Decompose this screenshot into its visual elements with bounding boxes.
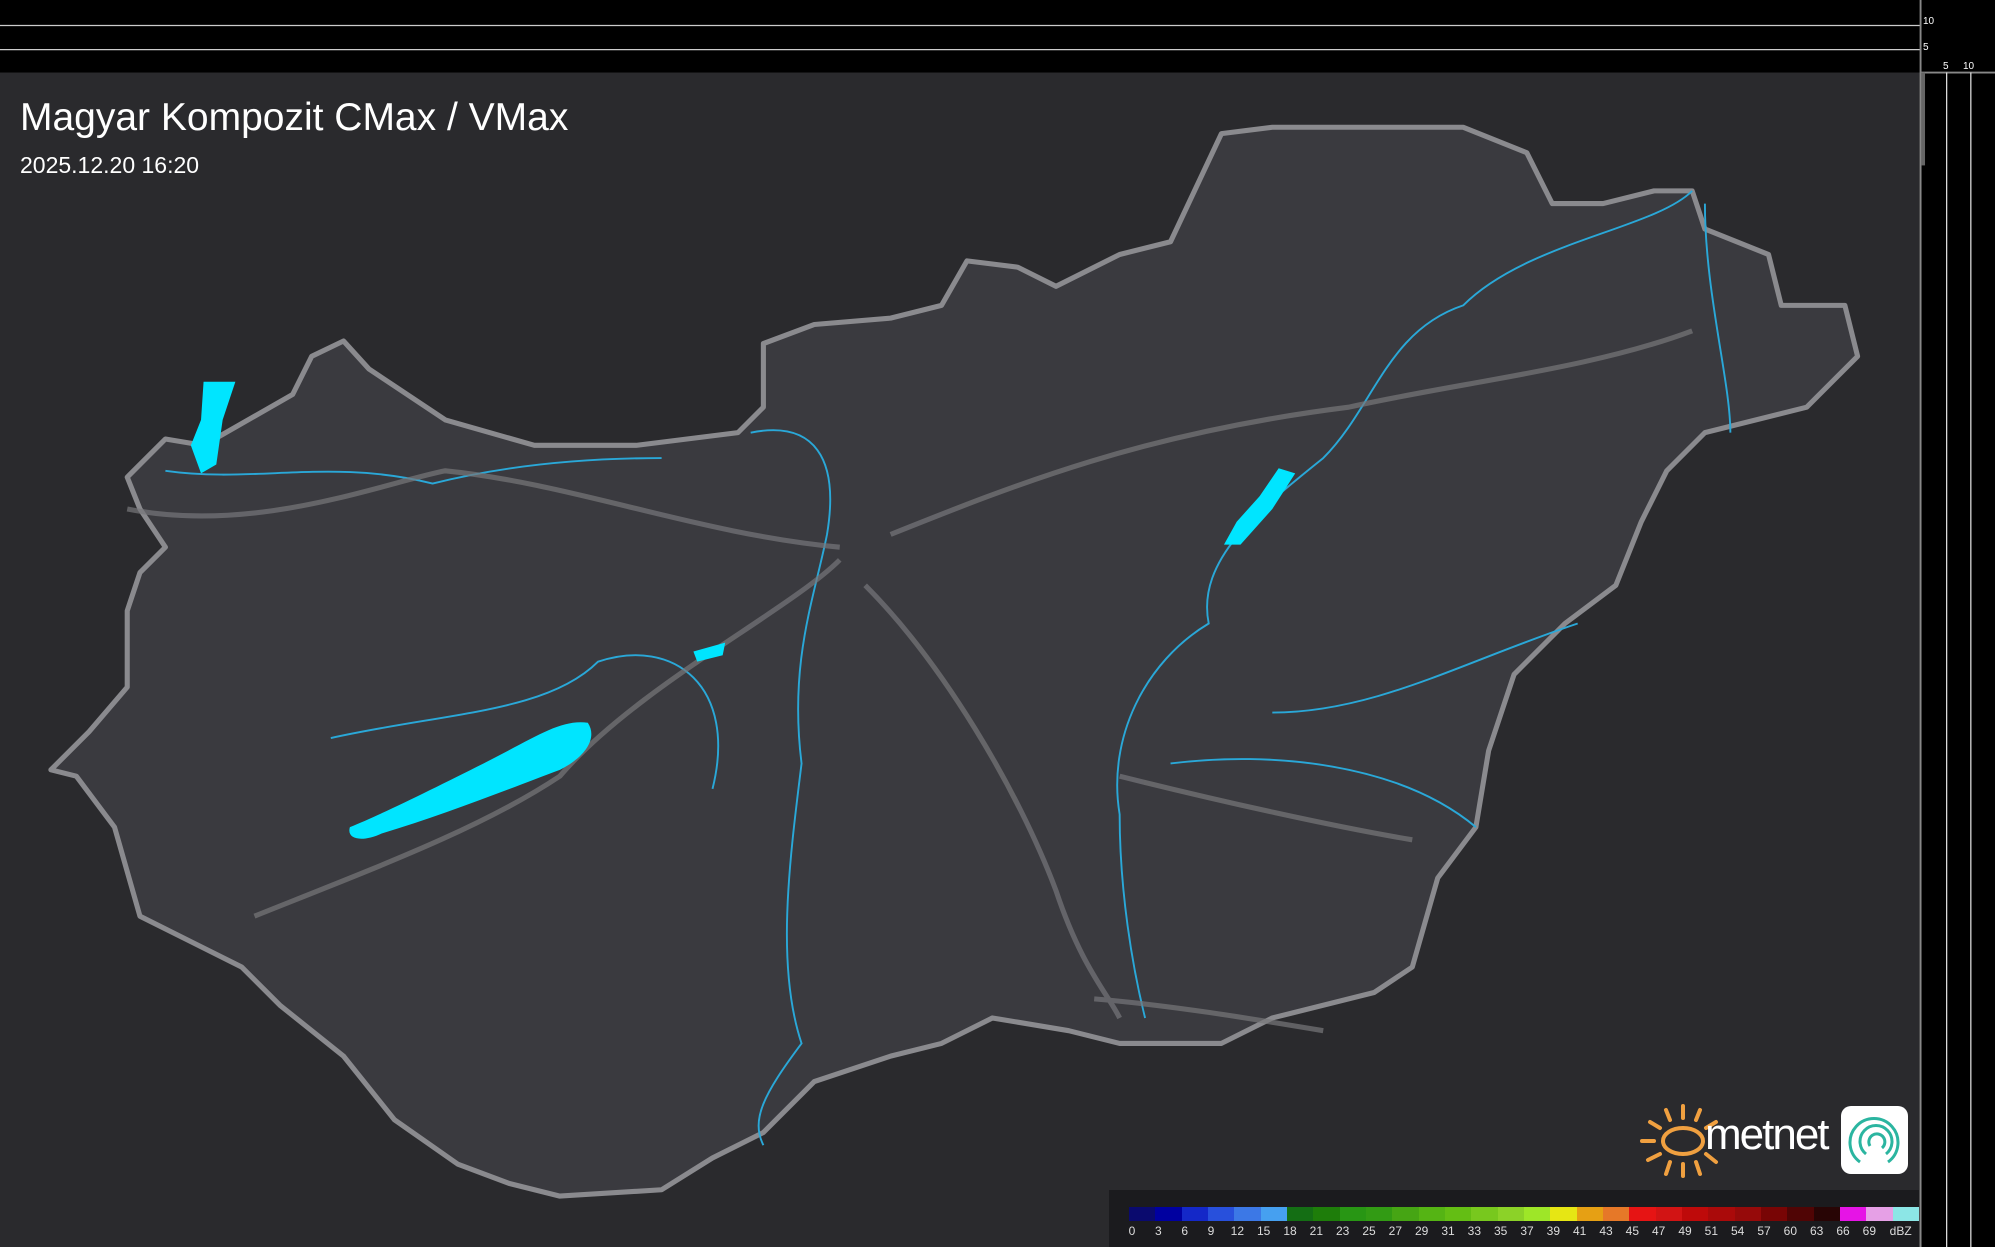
legend-label: 27 (1388, 1224, 1403, 1238)
legend-swatch (1497, 1207, 1524, 1221)
legend-swatch (1234, 1207, 1261, 1221)
top-strip (0, 0, 1995, 73)
metnet-logo (1638, 1104, 1908, 1184)
legend-swatch (1207, 1207, 1235, 1221)
lake-tisza (1223, 468, 1296, 545)
legend-swatch (1576, 1207, 1603, 1221)
legend-label: 21 (1309, 1224, 1324, 1238)
lake-velence (693, 642, 726, 662)
map-title: Magyar Kompozit CMax / VMax (20, 96, 569, 139)
legend-label: 37 (1520, 1224, 1534, 1238)
legend-label: 66 (1836, 1224, 1850, 1238)
legend-swatch (1760, 1207, 1788, 1221)
legend-swatch (1602, 1207, 1630, 1221)
legend-label: 63 (1809, 1224, 1824, 1238)
legend-label: 9 (1207, 1224, 1215, 1238)
legend-label: 18 (1283, 1224, 1297, 1238)
scale-label-v5: 5 (1923, 42, 1929, 53)
legend-label: 33 (1467, 1224, 1482, 1238)
legend-label: 60 (1783, 1224, 1798, 1238)
legend-swatch (1681, 1207, 1709, 1221)
legend-labels: 0 3 6 9 12 15 18 21 23 25 27 29 31 33 35 37 39 41 43 45 47 49… (1129, 1224, 1929, 1240)
legend-label: 57 (1757, 1224, 1771, 1238)
legend-swatch (1392, 1207, 1419, 1221)
legend-label: 25 (1362, 1224, 1376, 1238)
legend-colorbar (1129, 1207, 1919, 1221)
legend-label: 3 (1154, 1224, 1162, 1238)
legend-label: 0 (1128, 1224, 1136, 1238)
legend-label: 6 (1181, 1224, 1188, 1238)
legend-label: 51 (1704, 1224, 1719, 1238)
legend-label: 45 (1625, 1224, 1640, 1238)
legend-swatch (1260, 1207, 1287, 1221)
legend-label: 35 (1493, 1224, 1508, 1238)
legend-swatch (1813, 1207, 1840, 1221)
legend-label: 47 (1651, 1224, 1666, 1238)
legend-label: 12 (1230, 1224, 1245, 1238)
lake-balaton (349, 722, 592, 839)
legend-label: 41 (1572, 1224, 1587, 1238)
legend-swatch (1892, 1207, 1919, 1221)
scale-label-h10: 10 (1963, 61, 1975, 72)
legend-swatch (1655, 1207, 1682, 1221)
legend-swatch (1629, 1207, 1656, 1221)
legend-swatch (1866, 1207, 1893, 1221)
legend-label: 31 (1441, 1224, 1455, 1238)
legend-swatch (1787, 1207, 1814, 1221)
legend-swatch (1365, 1207, 1393, 1221)
legend-label: 49 (1678, 1224, 1692, 1238)
legend-label: 39 (1546, 1224, 1561, 1238)
legend-label: 69 (1862, 1224, 1877, 1238)
legend-label: 29 (1414, 1224, 1429, 1238)
roads (126, 328, 1694, 1034)
brand-name: metnet (1705, 1110, 1830, 1159)
legend-label: 54 (1730, 1224, 1745, 1238)
sun-icon (1640, 1104, 1908, 1178)
legend-label: 23 (1335, 1224, 1350, 1238)
legend-swatch (1708, 1207, 1735, 1221)
legend-label: 15 (1256, 1224, 1271, 1238)
scroll-strip (1921, 72, 1926, 166)
scale-label-h5: 5 (1943, 61, 1949, 72)
legend-swatch (1418, 1207, 1445, 1221)
legend-swatch (1339, 1207, 1366, 1221)
legend-label: 43 (1599, 1224, 1613, 1238)
legend-swatch (1155, 1207, 1182, 1221)
legend-unit: dBZ (1889, 1224, 1912, 1238)
color-legend: 0 3 6 9 12 15 18 21 23 25 27 29 31 33 35 37 39 41 43 45 47 49… (1109, 1190, 1919, 1247)
legend-swatch (1839, 1207, 1867, 1221)
legend-swatch (1734, 1207, 1761, 1221)
legend-swatch (1286, 1207, 1314, 1221)
lake-ferto (190, 381, 236, 474)
legend-swatch (1550, 1207, 1577, 1221)
legend-swatch (1471, 1207, 1498, 1221)
scale-label-v10: 10 (1923, 16, 1935, 27)
legend-swatch (1444, 1207, 1472, 1221)
map-datetime: 2025.12.20 16:20 (20, 152, 200, 178)
lakes (190, 381, 1296, 839)
legend-swatch (1181, 1207, 1208, 1221)
legend-swatch (1523, 1207, 1551, 1221)
right-panel (1921, 72, 1995, 1247)
legend-swatch (1129, 1207, 1156, 1221)
legend-swatch (1313, 1207, 1340, 1221)
